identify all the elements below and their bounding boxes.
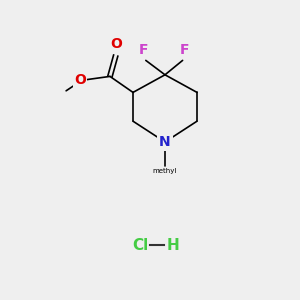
Text: H: H — [167, 238, 179, 253]
Text: F: F — [139, 44, 148, 57]
Text: methyl: methyl — [153, 168, 177, 174]
Text: F: F — [180, 44, 189, 57]
Text: O: O — [110, 37, 122, 51]
Text: O: O — [74, 73, 86, 87]
Text: Cl: Cl — [132, 238, 148, 253]
Text: N: N — [159, 135, 171, 149]
